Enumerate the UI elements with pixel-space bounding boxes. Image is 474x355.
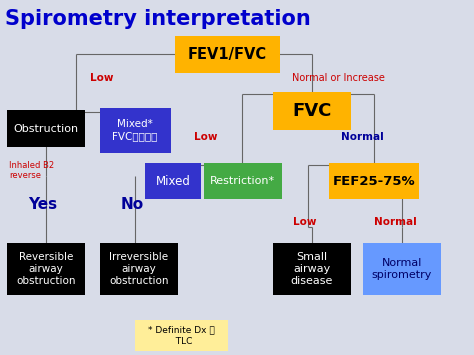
- Text: FEF25-75%: FEF25-75%: [333, 175, 416, 187]
- Text: Normal: Normal: [341, 132, 384, 142]
- Text: Normal
spirometry: Normal spirometry: [372, 258, 432, 280]
- Text: Inhaled B2
reverse: Inhaled B2 reverse: [9, 161, 55, 180]
- Text: Low: Low: [194, 132, 218, 142]
- FancyBboxPatch shape: [7, 110, 85, 147]
- FancyBboxPatch shape: [100, 108, 171, 153]
- Text: Obstruction: Obstruction: [14, 124, 79, 134]
- FancyBboxPatch shape: [100, 243, 178, 295]
- FancyBboxPatch shape: [273, 92, 351, 130]
- FancyBboxPatch shape: [329, 163, 419, 199]
- Text: Yes: Yes: [28, 197, 57, 212]
- Text: * Definite Dx น
  TLC: * Definite Dx น TLC: [148, 326, 215, 345]
- Text: Reversible
airway
obstruction: Reversible airway obstruction: [17, 251, 76, 286]
- Text: Mixed: Mixed: [155, 175, 191, 187]
- Text: FVC: FVC: [292, 102, 331, 120]
- Text: No: No: [121, 197, 144, 212]
- FancyBboxPatch shape: [273, 243, 351, 295]
- FancyBboxPatch shape: [7, 243, 85, 295]
- FancyBboxPatch shape: [145, 163, 201, 199]
- Text: Restriction*: Restriction*: [210, 176, 275, 186]
- FancyBboxPatch shape: [175, 36, 280, 73]
- FancyBboxPatch shape: [135, 320, 228, 351]
- Text: Spirometry interpretation: Spirometry interpretation: [5, 9, 310, 29]
- Text: Normal or Increase: Normal or Increase: [292, 73, 384, 83]
- Text: Small
airway
disease: Small airway disease: [291, 251, 333, 286]
- FancyBboxPatch shape: [363, 243, 441, 295]
- Text: Normal: Normal: [374, 217, 417, 227]
- Text: Low: Low: [90, 73, 114, 83]
- Text: FEV1/FVC: FEV1/FVC: [188, 47, 267, 62]
- FancyBboxPatch shape: [204, 163, 282, 199]
- Text: Irreversible
airway
obstruction: Irreversible airway obstruction: [109, 251, 168, 286]
- Text: Low: Low: [293, 217, 317, 227]
- Text: Mixed*
FVCน้อย: Mixed* FVCน้อย: [112, 119, 158, 142]
